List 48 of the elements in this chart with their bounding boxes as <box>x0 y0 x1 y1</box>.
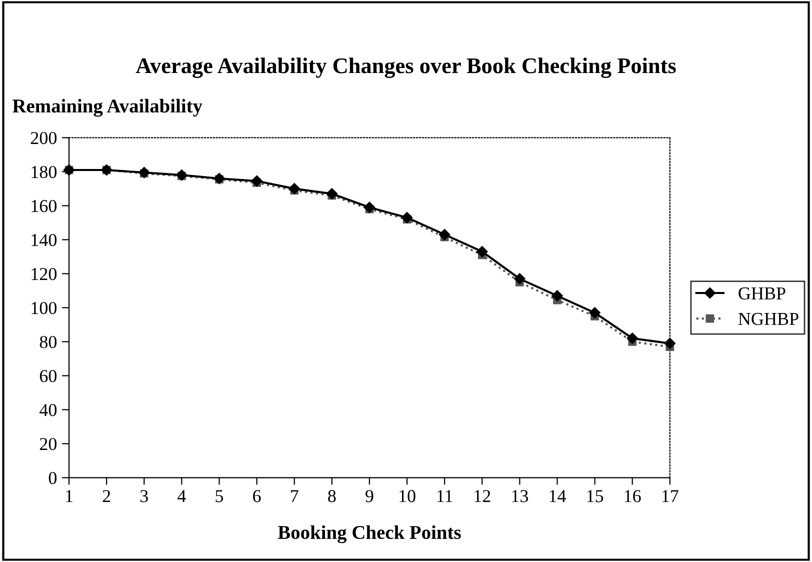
chart-title: Average Availability Changes over Book Checking Points <box>136 58 676 78</box>
x-tick-label: 2 <box>102 490 110 502</box>
y-tick-label: 100 <box>32 302 57 314</box>
point <box>364 202 376 213</box>
y-tick-label: 160 <box>32 200 57 212</box>
x-tick-label: 11 <box>437 490 452 502</box>
y-tick-label: 0 <box>48 472 57 484</box>
point <box>176 169 188 181</box>
x-tick-label: 10 <box>400 490 416 502</box>
x-tick-label: 7 <box>291 490 298 502</box>
point <box>514 273 526 284</box>
y-tick-label: 120 <box>32 268 57 280</box>
point <box>326 188 338 200</box>
y-tick-label: 180 <box>32 166 57 178</box>
x-tick-label: 15 <box>587 490 604 502</box>
point <box>288 183 300 194</box>
point <box>438 228 450 240</box>
x-tick-label: 3 <box>140 490 148 502</box>
y-tick-label: 200 <box>30 132 57 144</box>
legend-label: NGHBP <box>738 312 798 326</box>
x-tick-label: 9 <box>366 490 374 502</box>
x-tick-label: 6 <box>253 490 261 502</box>
point <box>476 246 488 258</box>
y-tick-label: 40 <box>40 404 57 416</box>
point <box>214 172 225 184</box>
y-tick-label: 60 <box>40 370 57 382</box>
x-tick-label: 14 <box>550 490 566 502</box>
x-tick-label: 1 <box>66 490 72 502</box>
y-axis-title: Remaining Availability <box>12 98 202 117</box>
x-tick-label: 16 <box>624 490 641 502</box>
x-tick-label: 12 <box>474 490 490 502</box>
point <box>589 307 600 318</box>
point <box>251 175 262 187</box>
point <box>626 332 638 344</box>
x-tick-label: 5 <box>216 490 224 502</box>
x-tick-label: 13 <box>512 490 528 502</box>
point <box>664 338 676 349</box>
point <box>138 166 150 178</box>
point <box>401 212 413 224</box>
y-tick-label: 140 <box>32 234 57 246</box>
x-tick-label: 8 <box>328 490 336 502</box>
x-tick-label: 17 <box>662 490 678 502</box>
legend-label: GHBP <box>738 287 786 300</box>
point <box>552 290 563 302</box>
x-axis-title: Booking Check Points <box>278 525 461 544</box>
y-tick-label: 20 <box>40 438 57 450</box>
y-tick-label: 80 <box>40 336 57 348</box>
x-tick-label: 4 <box>178 490 186 502</box>
